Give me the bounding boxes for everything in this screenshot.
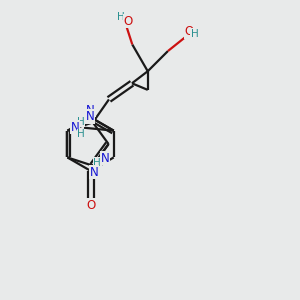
Text: H: H <box>116 12 124 22</box>
Text: O: O <box>184 26 194 38</box>
Text: H: H <box>77 129 85 139</box>
Text: H: H <box>77 117 85 127</box>
Text: N: N <box>90 166 99 179</box>
Text: N: N <box>86 110 95 123</box>
Text: H: H <box>94 158 101 168</box>
Text: N: N <box>101 152 110 164</box>
Text: H: H <box>191 29 199 39</box>
Text: O: O <box>124 15 133 28</box>
Text: N: N <box>86 104 95 117</box>
Text: N: N <box>71 121 80 134</box>
Text: O: O <box>86 199 95 212</box>
